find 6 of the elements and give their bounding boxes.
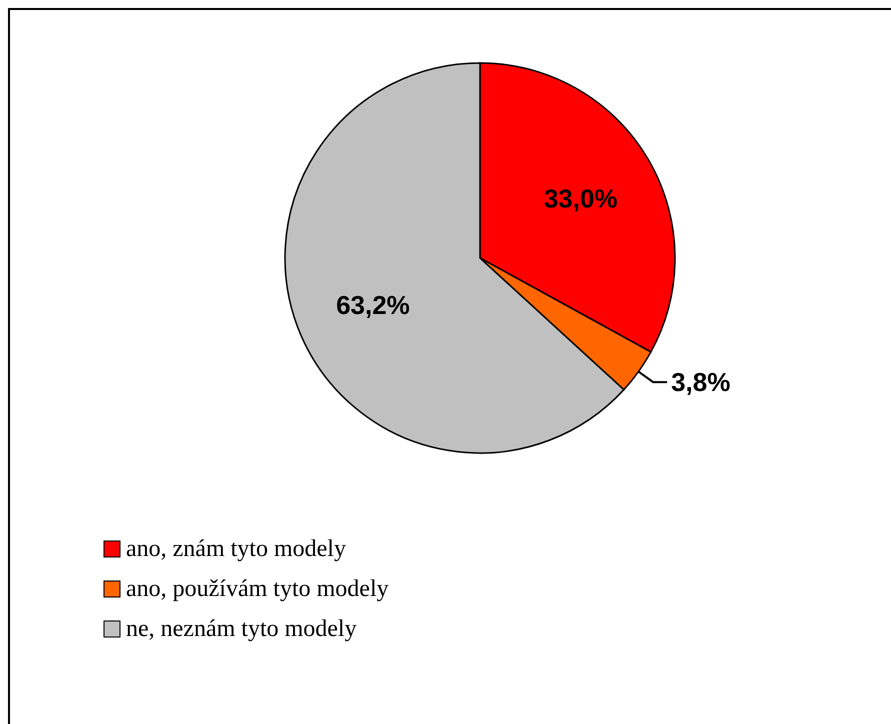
legend-label: ne, neznám tyto modely (126, 616, 357, 642)
data-label: 3,8% (671, 367, 730, 398)
legend-label: ano, znám tyto modely (126, 536, 346, 562)
legend-label: ano, používám tyto modely (126, 576, 389, 602)
data-label: 63,2% (336, 290, 410, 320)
data-label: 33,0% (544, 183, 618, 214)
